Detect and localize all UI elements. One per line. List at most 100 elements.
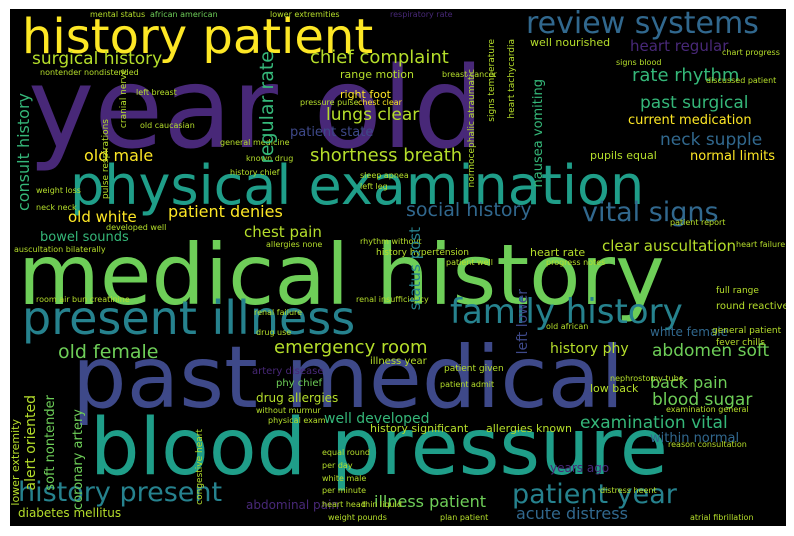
word-chest-pain: chest pain — [244, 223, 322, 241]
word-heart-tachycardia: heart tachycardia — [507, 39, 517, 119]
word-present-illness: present illness — [22, 291, 356, 345]
word-regular-rate: regular rate — [256, 51, 278, 164]
word-emergency-room: emergency room — [274, 337, 428, 358]
word-patient-year: patient year — [512, 479, 677, 510]
word-round-reactive: round reactive — [716, 301, 786, 312]
word-patient-admit: patient admit — [440, 380, 495, 389]
word-illness-patient: illness patient — [374, 492, 487, 511]
word-old-male: old male — [84, 146, 154, 165]
word-african-american: african american — [150, 10, 218, 19]
word-chest-clear: chest clear — [358, 98, 402, 107]
word-equal-round: equal round — [322, 448, 370, 457]
word-diabetes-mellitus: diabetes mellitus — [18, 506, 122, 520]
word-abdominal-pain: abdominal pain — [246, 498, 339, 512]
word-physical-exam: physical exam — [268, 416, 326, 425]
word-artery-disease: artery disease — [252, 366, 324, 377]
word-old-female: old female — [58, 341, 159, 363]
word-abdomen-soft: abdomen soft — [652, 341, 770, 361]
word-history-phy: history phy — [550, 341, 629, 357]
word-reason-consultation: reason consultation — [668, 440, 747, 449]
word-current-medication: current medication — [628, 113, 752, 128]
word-plan-patient: plan patient — [440, 513, 489, 522]
word-social-history: social history — [406, 199, 532, 221]
word-fever-chills: fever chills — [716, 338, 765, 348]
word-progress-notes: progress notes — [546, 258, 606, 267]
word-drug-allergies: drug allergies — [256, 391, 339, 405]
word-family-history: family history — [450, 292, 683, 332]
word-normocephalic-atraumatic: normocephalic atraumatic — [467, 69, 477, 188]
word-years-ago: years ago — [550, 461, 610, 475]
word-weight-pounds: weight pounds — [328, 513, 387, 522]
word-auscultation-bilaterally: auscultation bilaterally — [14, 245, 106, 254]
word-old-white: old white — [68, 208, 137, 226]
word-without-murmur: without murmur — [256, 406, 321, 415]
word-well-nourished: well nourished — [530, 36, 611, 49]
word-renal-insufficiency: renal insufficiency — [356, 295, 429, 304]
word-well-developed: well developed — [324, 411, 430, 427]
word-cloud: year old medical history past medical bl… — [10, 9, 786, 526]
word-chart-progress: chart progress — [722, 48, 780, 57]
word-chief-complaint: chief complaint — [310, 47, 449, 68]
word-known-drug: known drug — [246, 154, 294, 163]
word-left-leg: left leg — [360, 182, 388, 191]
word-examination-vital: examination vital — [580, 413, 728, 433]
word-distress-heent: distress heent — [600, 486, 657, 495]
word-history-present: history present — [18, 477, 223, 508]
word-weight-loss: weight loss — [36, 186, 81, 195]
word-medical-history: medical history — [18, 226, 665, 324]
word-left-lower: left lower — [515, 289, 531, 355]
word-congestive-heart: congestive heart — [195, 429, 205, 505]
word-low-back: low back — [590, 382, 639, 395]
word-pupils-equal: pupils equal — [590, 149, 657, 162]
word-sleep-apnea: sleep apnea — [360, 171, 409, 180]
word-old-caucasian: old caucasian — [140, 121, 195, 130]
word-general-medicine: general medicine — [220, 138, 290, 147]
word-neck-neck: neck neck — [36, 203, 77, 212]
word-history-significant: history significant — [370, 422, 469, 435]
word-room-air: room air — [36, 295, 70, 304]
word-normal-limits: normal limits — [690, 149, 776, 164]
word-general-patient: general patient — [712, 326, 782, 336]
word-phy-chief: phy chief — [276, 378, 323, 389]
word-range-motion: range motion — [340, 68, 414, 81]
word-vital-signs: vital signs — [582, 197, 719, 228]
word-acute-distress: acute distress — [516, 504, 628, 523]
word-bun-creatinine: bun creatinine — [72, 295, 130, 304]
word-coronary-artery: coronary artery — [71, 409, 86, 510]
word-lungs-clear: lungs clear — [326, 105, 420, 125]
word-shortness-breath: shortness breath — [310, 145, 463, 166]
word-review-systems: review systems — [526, 9, 759, 41]
word-nausea-vomiting: nausea vomiting — [531, 79, 546, 188]
word-heart-rate: heart rate — [530, 246, 586, 259]
word-atrial-fibrillation: atrial fibrillation — [690, 513, 754, 522]
word-bowel-sounds: bowel sounds — [40, 230, 129, 245]
word-lower-extremity: lower extremity — [10, 419, 22, 506]
word-breast-cancer: breast cancer — [442, 70, 497, 79]
word-pulse-respirations: pulse respirations — [101, 119, 111, 200]
word-nephrostomy-tube: nephrostomy tube — [610, 374, 684, 383]
word-clear-auscultation: clear auscultation — [602, 237, 737, 255]
word-rate-rhythm: rate rhythm — [632, 65, 740, 86]
word-heart-regular: heart regular — [630, 37, 729, 55]
word-allergies-known: allergies known — [486, 422, 573, 435]
word-rhythm-without: rhythm without — [360, 237, 422, 246]
word-illness-year: illness year — [370, 356, 427, 367]
word-lower-extremities: lower extremities — [270, 10, 340, 19]
word-old-african: old african — [546, 322, 589, 331]
word-thin-liquid: thin liquid — [362, 500, 402, 509]
word-discussed-patient: discussed patient — [706, 76, 777, 85]
word-blood-pressure: blood pressure — [90, 403, 668, 493]
word-signs-temperature: signs temperature — [487, 39, 497, 122]
word-per-day: per day — [322, 461, 353, 470]
word-left-breast: left breast — [136, 88, 177, 97]
word-consult-history: consult history — [14, 93, 33, 212]
word-back-pain: back pain — [650, 373, 728, 392]
word-white-female: white female — [650, 325, 729, 339]
word-pressure-pulse: pressure pulse — [300, 98, 359, 107]
word-per-minute: per minute — [322, 486, 367, 495]
word-right-foot: right foot — [340, 88, 391, 101]
word-patient-given: patient given — [444, 364, 504, 374]
word-past-surgical: past surgical — [640, 93, 749, 113]
word-patient-denies: patient denies — [168, 202, 283, 221]
word-physical-examination: physical examination — [70, 154, 645, 217]
